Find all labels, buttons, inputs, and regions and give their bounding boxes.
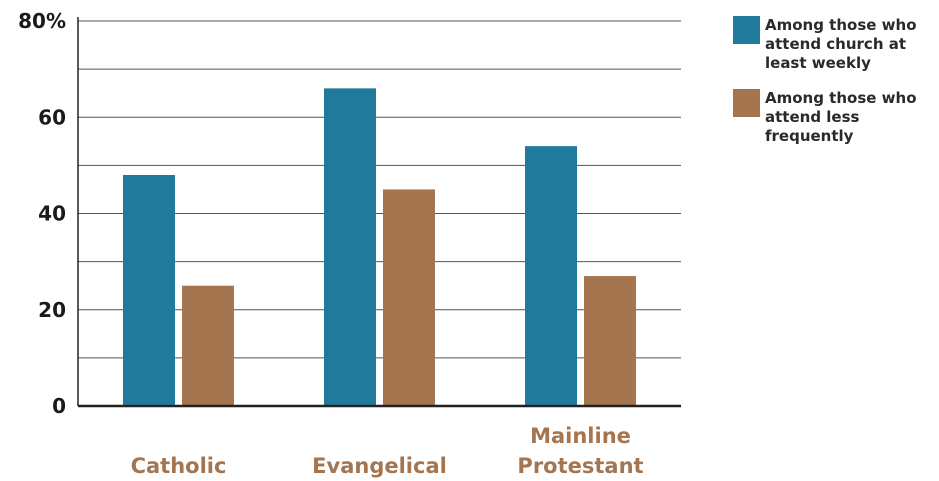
legend-swatch-less-frequent bbox=[733, 89, 760, 117]
y-tick-label: 0 bbox=[52, 394, 66, 418]
legend-item-weekly: Among those who attend church at least w… bbox=[733, 16, 933, 73]
bar-mainline-protestant-series-2 bbox=[584, 276, 636, 406]
category-label: Mainline Protestant bbox=[517, 424, 643, 478]
bar-evangelical-series-1 bbox=[324, 88, 376, 406]
y-tick-label: 40 bbox=[38, 202, 66, 226]
category-label: Evangelical bbox=[312, 454, 447, 478]
y-tick-label: 60 bbox=[38, 105, 66, 129]
y-tick-labels: 0 20 40 60 80% bbox=[18, 9, 66, 418]
legend-swatch-weekly bbox=[733, 16, 760, 44]
bar-catholic-series-1 bbox=[123, 175, 175, 406]
legend: Among those who attend church at least w… bbox=[733, 16, 933, 162]
bar-evangelical-series-2 bbox=[383, 189, 435, 406]
legend-label-weekly: Among those who attend church at least w… bbox=[765, 16, 917, 72]
gridlines bbox=[78, 20, 681, 359]
category-label: Catholic bbox=[131, 454, 227, 478]
y-tick-label: 80% bbox=[18, 9, 66, 33]
bars bbox=[123, 88, 636, 406]
axes bbox=[77, 17, 681, 408]
y-tick-label: 20 bbox=[38, 298, 66, 322]
category-labels: Catholic Evangelical Mainline Protestant bbox=[131, 424, 644, 478]
bar-mainline-protestant-series-1 bbox=[525, 146, 577, 406]
legend-item-less-frequent: Among those who attend less frequently bbox=[733, 89, 933, 146]
legend-label-less-frequent: Among those who attend less frequently bbox=[765, 89, 917, 145]
bar-catholic-series-2 bbox=[182, 285, 234, 406]
